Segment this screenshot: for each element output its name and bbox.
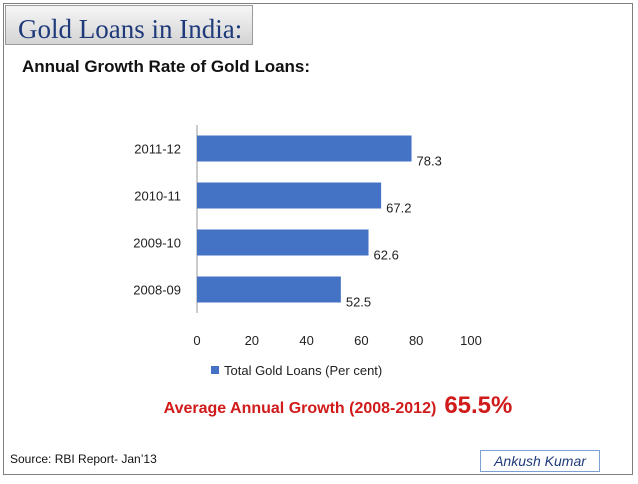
x-tick-40: 40 [299,333,313,348]
value-label-2008-09: 52.5 [346,295,371,310]
category-label-2010-11: 2010-11 [134,189,181,204]
title-banner: Gold Loans in India: [5,5,253,45]
value-label-2011-12: 78.3 [417,154,442,169]
x-tick-20: 20 [245,333,259,348]
legend-label: Total Gold Loans (Per cent) [224,363,382,378]
average-growth-highlight: Average Annual Growth (2008-2012) 65.5% [0,392,638,420]
value-label-2010-11: 67.2 [386,201,411,216]
value-label-2009-10: 62.6 [374,248,399,263]
x-tick-80: 80 [409,333,423,348]
legend-swatch [211,366,219,374]
author-badge: Ankush Kumar [480,450,600,472]
bar-2009-10 [197,229,369,256]
page-title: Gold Loans in India: [18,14,243,44]
x-tick-0: 0 [193,333,200,348]
category-label-2009-10: 2009-10 [133,236,181,251]
average-growth-value: 65.5% [444,392,513,419]
average-growth-label: Average Annual Growth (2008-2012) [163,400,437,417]
chart-subtitle: Annual Growth Rate of Gold Loans: [22,57,311,76]
bar-2010-11 [197,182,382,209]
author-name: Ankush Kumar [494,453,586,469]
slide-frame [3,3,633,475]
x-tick-60: 60 [354,333,368,348]
bar-2008-09 [197,276,341,303]
x-tick-100: 100 [460,333,482,348]
bar-2011-12 [197,135,412,162]
category-label-2008-09: 2008-09 [133,283,181,298]
source-note: Source: RBI Report- Jan’13 [10,452,157,466]
category-label-2011-12: 2011-12 [134,142,181,157]
